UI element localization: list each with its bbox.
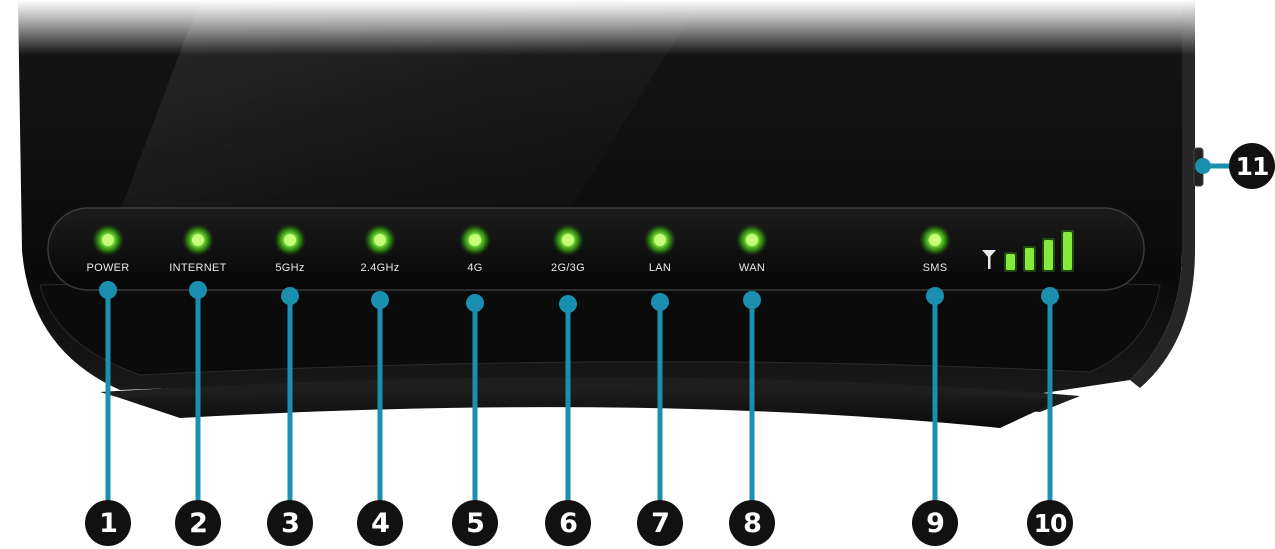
led-6 [552,224,584,256]
callout-2: 2 [175,500,221,546]
led-label-6: 2G/3G [551,262,585,274]
led-label-5: 4G [467,262,483,274]
callout-6: 6 [545,500,591,546]
signal-bar-4 [1063,232,1072,270]
callout-8: 8 [729,500,775,546]
led-label-4: 2.4GHz [360,262,400,274]
callout-1: 1 [85,500,131,546]
led-2 [182,224,214,256]
callout-4: 4 [357,500,403,546]
callout-3: 3 [267,500,313,546]
led-7 [644,224,676,256]
leader-dot-11 [1195,158,1211,174]
led-9 [919,224,951,256]
leader-dot-1 [99,281,117,299]
callout-10: 10 [1027,500,1073,546]
callout-11: 11 [1229,143,1275,189]
led-label-8: WAN [738,262,766,274]
led-label-3: 5GHz [275,262,305,274]
led-4 [364,224,396,256]
callout-7: 7 [637,500,683,546]
led-5 [459,224,491,256]
leader-dot-8 [743,291,761,309]
leader-dot-7 [651,293,669,311]
antenna-icon [982,250,996,269]
led-label-1: POWER [86,262,130,274]
signal-bar-3 [1044,240,1053,270]
signal-bar-1 [1006,254,1015,270]
led-label-9: SMS [922,262,948,274]
leader-dot-9 [926,287,944,305]
leader-dot-2 [189,281,207,299]
signal-strength-indicator [982,230,1074,272]
led-8 [736,224,768,256]
led-1 [92,224,124,256]
signal-bar-2 [1025,248,1034,270]
led-3 [274,224,306,256]
led-label-7: LAN [648,262,672,274]
leader-dot-10 [1041,287,1059,305]
callout-9: 9 [912,500,958,546]
leader-dot-5 [466,294,484,312]
leader-dot-3 [281,287,299,305]
callout-5: 5 [452,500,498,546]
leader-dot-4 [371,291,389,309]
led-label-2: INTERNET [169,262,227,274]
leader-dot-6 [559,295,577,313]
